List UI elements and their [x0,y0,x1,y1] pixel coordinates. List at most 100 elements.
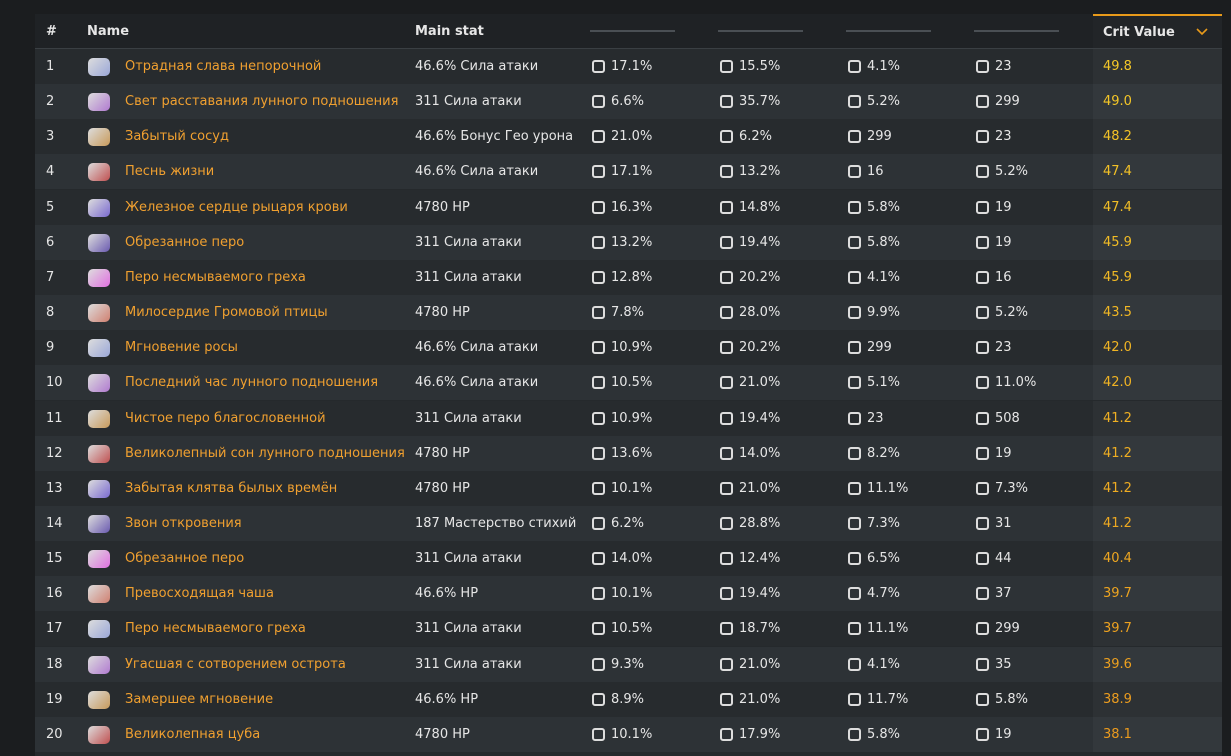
substat-value: 4.1% [867,269,901,285]
substat: 16 [848,154,884,189]
artifact-name[interactable]: Превосходящая чаша [125,586,274,602]
artifact-name[interactable]: Забытая клятва былых времён [125,480,338,496]
artifact-name[interactable]: Обрезанное перо [125,234,245,250]
substat: 20.2% [720,260,780,295]
substat-value: 20.2% [739,340,781,356]
artifact-name[interactable]: Последний час лунного подношения [125,375,379,391]
substat-icon [720,306,733,320]
rank: 13 [46,480,63,496]
table-row: 1 Отрадная слава непорочной 46.6% Сила ата… [35,49,1222,84]
substat-icon [848,306,861,320]
table-row: 4 Песнь жизни 46.6% Сила атаки 17.1% 13.2% 16… [35,154,1222,190]
artifact-name[interactable]: Свет расставания лунного подношения [125,94,399,110]
substat: 19.4% [720,225,780,260]
substat: 28.8% [720,506,780,541]
substat-icon [592,95,605,109]
rank: 18 [46,656,63,672]
substat-value: 10.1% [611,586,653,602]
substat: 23 [976,49,1012,84]
substat-value: 10.9% [611,340,653,356]
crit-value: 40.4 [1093,541,1222,576]
substat-value: 19.4% [739,234,781,250]
substat: 4.7% [848,576,900,611]
artifact-icon [88,93,110,112]
substat: 6.6% [592,84,644,119]
substat-value: 28.8% [739,515,781,531]
substat-value: 9.3% [611,656,645,672]
substat-icon [976,727,989,741]
sort-arrow[interactable] [1196,28,1208,36]
substat-value: 19 [995,234,1012,250]
artifact-name[interactable]: Замершее мгновение [125,691,274,707]
substat-icon [976,60,989,73]
artifact-icon [88,725,110,744]
artifact-name[interactable]: Забытый сосуд [125,129,229,145]
substat-icon [976,516,989,530]
substat-value: 5.8% [867,726,901,742]
substat-value: 5.2% [995,305,1029,321]
substat: 5.2% [848,84,900,119]
substat-icon [848,165,861,179]
substat-value: 508 [995,410,1020,426]
main-stat: 46.6% Сила атаки [415,164,539,180]
artifact-icon [88,444,110,463]
header-crit[interactable]: Crit Value [1093,14,1222,48]
header-crit-label[interactable]: Crit Value [1103,24,1175,40]
substat: 10.1% [592,717,652,752]
rank: 7 [46,269,55,285]
artifact-icon [88,198,110,217]
substat: 17.9% [720,717,780,752]
substat-icon [976,165,989,179]
substat-value: 5.1% [867,375,901,391]
substat-icon [592,552,605,566]
substat-value: 23 [995,129,1012,145]
artifact-name[interactable]: Звон откровения [125,515,242,531]
header-row: # Name Main stat Crit Value [35,14,1222,49]
artifact-name[interactable]: Угасшая с сотворением острота [125,656,346,672]
substat-value: 19.4% [739,410,781,426]
table-row: 11 Чистое перо благословенной 311 Сила ата… [35,400,1222,436]
substat-icon [848,657,861,671]
artifact-name[interactable]: Отрадная слава непорочной [125,59,322,74]
artifact-name[interactable]: Песнь жизни [125,164,215,180]
artifact-name[interactable]: Великолепная цуба [125,726,261,742]
artifact-name[interactable]: Перо несмываемого греха [125,621,306,637]
substat-value: 16 [995,269,1012,285]
substat-icon [848,235,861,249]
artifact-name[interactable]: Железное сердце рыцаря крови [125,199,348,215]
artifact-name[interactable]: Великолепный сон лунного подношения [125,445,405,461]
artifact-name[interactable]: Чистое перо благословенной [125,410,326,426]
substat: 19 [976,717,1012,752]
substat-value: 5.8% [867,199,901,215]
substat-value: 19 [995,445,1012,461]
artifact-icon [88,304,110,323]
artifact-name[interactable]: Обрезанное перо [125,551,245,567]
substat: 16 [976,260,1012,295]
substat: 14.0% [720,436,780,471]
rank: 9 [46,340,55,356]
substat-icon [976,622,989,636]
artifact-name[interactable]: Перо несмываемого греха [125,269,306,285]
artifact-name[interactable]: Мгновение росы [125,340,238,356]
header-main: Main stat [415,23,484,39]
substat: 21.0% [720,682,780,717]
main-stat: 311 Сила атаки [415,94,522,110]
artifact-name[interactable]: Милосердие Громовой птицы [125,305,328,321]
rank: 14 [46,515,63,531]
substat-value: 13.6% [611,445,653,461]
substat-icon [592,727,605,741]
substat-icon [976,552,989,566]
substat-icon [720,341,733,355]
main-stat: 311 Сила атаки [415,410,522,426]
substat: 4.1% [848,260,900,295]
substat: 5.8% [848,717,900,752]
substat-value: 35 [995,656,1012,672]
substat: 35.7% [720,84,780,119]
table-row: 9 Мгновение росы 46.6% Сила атаки 10.9% 20.2… [35,330,1222,366]
table-row: 17 Перо несмываемого греха 311 Сила атаки 1… [35,611,1222,647]
substat-value: 10.5% [611,375,653,391]
main-stat: 311 Сила атаки [415,551,522,567]
substat: 8.9% [592,682,644,717]
header-substat [974,30,1059,32]
